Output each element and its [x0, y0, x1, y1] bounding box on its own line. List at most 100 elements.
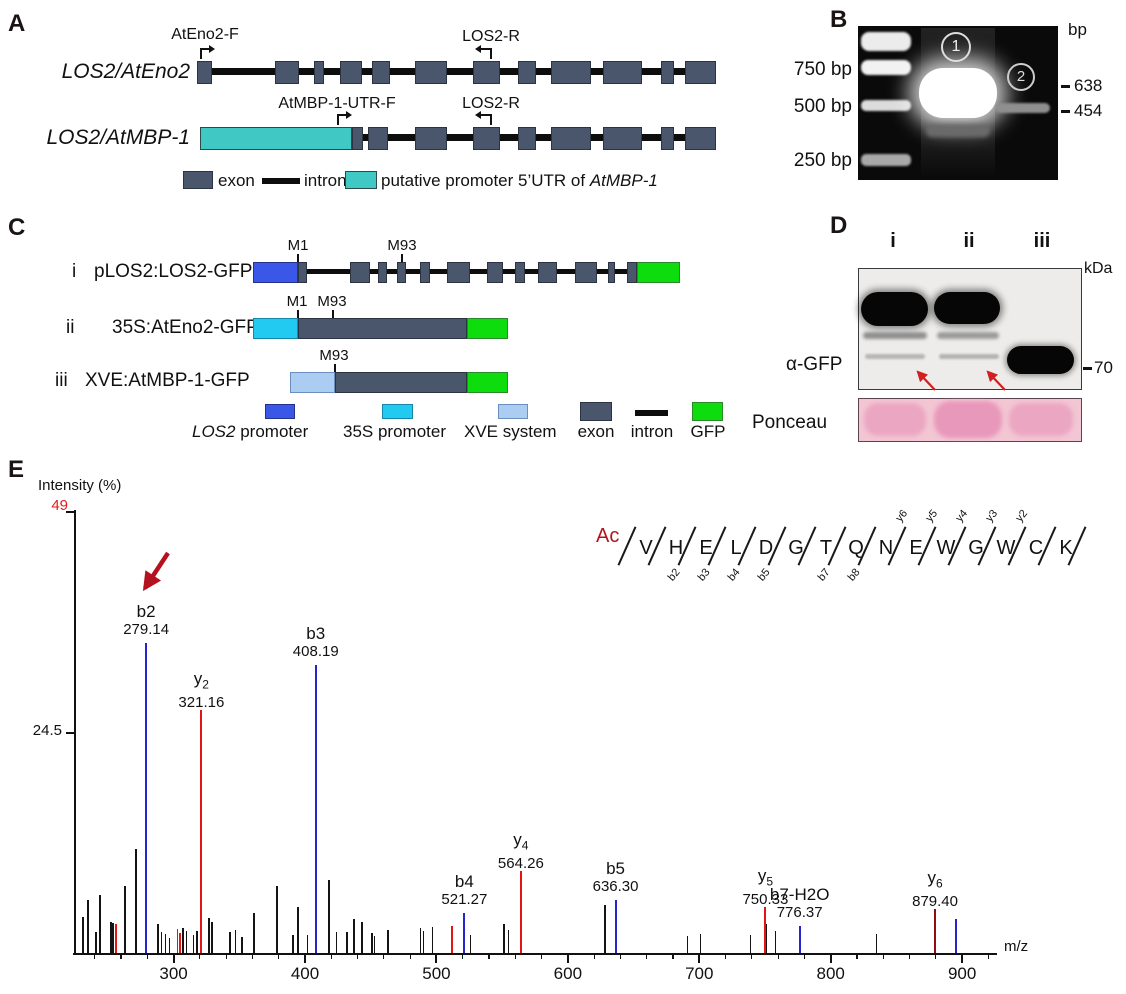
spectrum-peak — [168, 937, 171, 953]
spectrum-peak — [314, 665, 317, 953]
spectrum-peak — [422, 931, 425, 953]
spectrum-peak — [99, 895, 101, 953]
peptide-residue: V — [639, 537, 653, 559]
x-tick-minor — [383, 954, 385, 959]
gel-unit-label: bp — [1068, 20, 1087, 39]
primer-label-los2-r-2: LOS2-R — [462, 95, 520, 112]
spectrum-peak — [179, 933, 181, 953]
peak-label: b4 521.27 — [419, 872, 509, 909]
mark-iii-m93: M93 — [319, 347, 349, 364]
gene-box — [397, 262, 406, 283]
x-tick-label: 300 — [159, 964, 188, 983]
x-tick-minor — [225, 954, 227, 959]
western-blot-image — [858, 268, 1082, 391]
primer-arrow-bar — [480, 48, 490, 50]
legend-intron-label: intron — [304, 171, 347, 190]
marker-label-638: 638 — [1074, 76, 1103, 95]
x-tick-minor — [488, 954, 490, 959]
mass-spectrum-plot: 300 400 500 600 700 800 900 b2 279.14 y2 321.16 b3 4… — [0, 455, 1126, 994]
blot-unit-label: kDa — [1084, 260, 1113, 277]
legend-intron-swatch-c — [635, 410, 668, 416]
met-position-tick — [332, 310, 334, 318]
primer-arrowhead-icon — [475, 45, 481, 53]
x-tick-minor — [540, 954, 543, 959]
gene-box — [467, 372, 508, 393]
peak-ion-label: y4 — [513, 830, 529, 853]
peak-ion-label: b4 — [454, 871, 474, 891]
peak-mz-value: 636.30 — [592, 877, 639, 895]
peak-mz-value: 321.16 — [178, 694, 225, 712]
spectrum-peak — [502, 924, 505, 953]
blot-band-lane-ii-main — [934, 292, 1000, 324]
construct-i-index: i — [72, 261, 77, 282]
spectrum-peak — [145, 642, 148, 953]
gene-box — [473, 61, 500, 84]
peak-label: b5 636.30 — [571, 859, 661, 896]
primer-arrow-stem — [490, 114, 492, 125]
gene-box — [473, 127, 500, 150]
lane2-band-454 — [996, 103, 1050, 113]
peak-label: y4 564.26 — [476, 830, 566, 873]
legend-exon-label: exon — [218, 171, 255, 190]
peptide-residue: H — [668, 537, 684, 559]
gene-box — [518, 127, 536, 150]
blot-band-lane-ii-faint2 — [939, 354, 999, 359]
legend-exon-swatch-c — [580, 402, 612, 421]
y-axis-title: Intensity (%) — [38, 477, 122, 494]
ladder-label-750: 750 bp — [793, 59, 852, 80]
x-tick-minor — [619, 954, 622, 959]
peak-label: b3 408.19 — [271, 624, 361, 661]
construct-ii-index: ii — [66, 317, 75, 338]
spectrum-peak — [182, 927, 184, 953]
red-arrow-lane-ii-icon — [986, 370, 1006, 391]
blot-band-lane-ii-faint1 — [937, 332, 999, 339]
spectrum-peak — [160, 932, 163, 953]
peptide-residue: N — [878, 537, 894, 559]
x-tick-major — [961, 954, 964, 963]
spectrum-peak — [210, 922, 213, 953]
spectrum-peak — [686, 935, 689, 953]
legend-exon-swatch — [183, 171, 213, 189]
peptide-residue: D — [758, 537, 774, 559]
spectrum-peak — [109, 922, 112, 953]
gene-box — [685, 127, 716, 150]
panel-e-tag: E — [8, 456, 25, 483]
intron-line — [356, 134, 716, 141]
x-tick-minor — [120, 954, 122, 959]
legend-los2-promoter-swatch — [265, 404, 295, 419]
red-arrow-lane-i-icon — [916, 370, 936, 391]
mark-i-m1: M1 — [287, 237, 309, 254]
primer-arrowhead-icon — [475, 111, 481, 119]
spectrum-peak — [306, 935, 309, 953]
peak-ion-label: y5 — [757, 866, 774, 889]
blot-lane-i-label: i — [890, 230, 896, 252]
x-tick-label: 700 — [685, 964, 714, 983]
spectrum-peak — [134, 848, 137, 953]
spectrum-peak — [774, 930, 777, 953]
ladder-label-500: 500 bp — [793, 96, 852, 117]
spectrum-peak — [431, 926, 434, 953]
ladder-band-500 — [861, 100, 911, 111]
ladder-band-750 — [861, 60, 911, 75]
x-tick-minor — [724, 954, 727, 959]
ladder-band-250 — [861, 154, 911, 166]
gene-box — [661, 127, 674, 150]
legend-xve-swatch — [498, 404, 528, 419]
spectrum-peak — [335, 932, 338, 953]
intron-line — [197, 68, 716, 75]
x-tick-minor — [856, 954, 858, 959]
peptide-residue: W — [936, 537, 956, 559]
spectrum-peak — [798, 926, 801, 953]
marker-label-70: 70 — [1094, 358, 1113, 377]
gene-box — [518, 61, 536, 84]
marker-dash-70 — [1083, 367, 1092, 370]
mark-ii-m1: M1 — [286, 293, 308, 310]
spectrum-peak — [229, 932, 231, 953]
ponceau-blob-2 — [934, 401, 1002, 438]
legend-xve-label: XVE system — [464, 422, 557, 441]
gene-box — [487, 262, 503, 283]
gene-box — [608, 262, 615, 283]
x-tick-minor — [672, 954, 674, 959]
gene-box — [350, 262, 370, 283]
